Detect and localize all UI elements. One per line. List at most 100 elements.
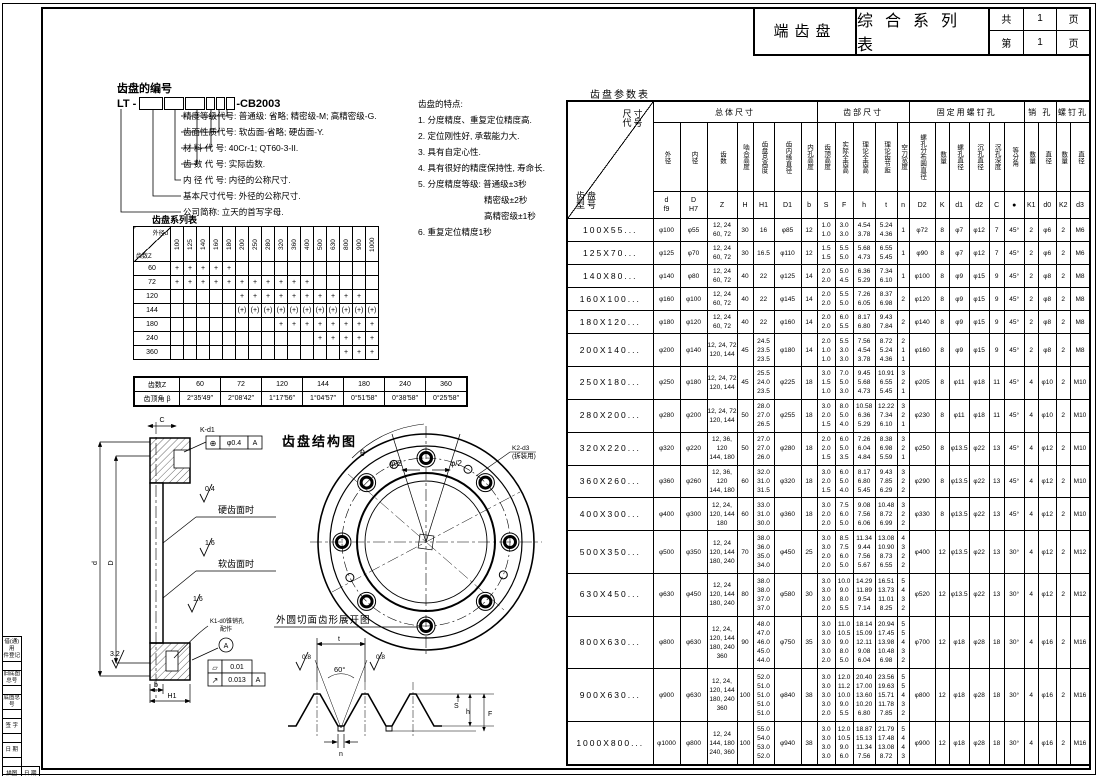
param-value-cell: φ840 bbox=[773, 668, 802, 723]
param-value-cell: 2 bbox=[1055, 573, 1071, 617]
param-value-cell: 2 1 1 bbox=[896, 333, 910, 367]
param-value-cell: φ360 bbox=[773, 497, 802, 532]
series-mark: (+) bbox=[248, 303, 262, 318]
counterbore-holes bbox=[332, 448, 520, 636]
param-value-cell: 8 bbox=[934, 464, 950, 499]
relief-dim bbox=[324, 734, 358, 748]
flatness-value: 0.01 bbox=[230, 664, 244, 671]
series-col-header: 200 bbox=[235, 226, 249, 262]
series-mark bbox=[248, 317, 262, 332]
param-value-cell: φ11 bbox=[948, 365, 970, 400]
param-value-cell: 6.55 5.45 bbox=[874, 241, 898, 266]
dim-label-S: S bbox=[454, 703, 459, 710]
param-value-cell: φ140 bbox=[652, 264, 681, 289]
param-value-cell: φ260 bbox=[679, 464, 708, 499]
param-value-cell: 14 bbox=[800, 333, 818, 367]
param-value-cell: 13 bbox=[988, 573, 1005, 617]
param-type-cell: 320X220... bbox=[566, 431, 654, 466]
param-type-cell: 280X200... bbox=[566, 398, 654, 433]
param-value-cell: 18 bbox=[988, 721, 1005, 766]
param-value-cell: 50 bbox=[736, 431, 754, 466]
numbering-item: 公司简称: 立天的首写字母. bbox=[183, 207, 284, 217]
pin-hole bbox=[463, 464, 473, 474]
series-mark: + bbox=[248, 289, 262, 304]
series-mark: + bbox=[209, 261, 223, 276]
param-col-symbol: d0 bbox=[1037, 191, 1057, 219]
param-value-cell: 48.0 47.0 46.0 45.0 44.0 bbox=[752, 615, 775, 670]
param-value-cell: 2 bbox=[1055, 668, 1071, 723]
param-value-cell: 7.26 6.05 bbox=[852, 287, 876, 312]
param-value-cell: 38.0 36.0 35.0 34.0 bbox=[752, 530, 775, 575]
param-col-name: 齿盘总高度 bbox=[752, 122, 775, 192]
param-value-cell: φ280 bbox=[773, 431, 802, 466]
param-value-cell: φ300 bbox=[679, 497, 708, 532]
param-value-cell: φ800 bbox=[652, 615, 681, 670]
param-value-cell: 13 bbox=[988, 464, 1005, 499]
param-col-name: 沉孔深度 bbox=[988, 122, 1005, 192]
param-value-cell: 60 bbox=[736, 497, 754, 532]
param-value-cell: φ125 bbox=[773, 264, 802, 289]
param-value-cell: φ7 bbox=[948, 241, 970, 266]
param-value-cell: φ125 bbox=[652, 241, 681, 266]
theta-label: θ bbox=[360, 448, 365, 458]
param-value-cell: φ320 bbox=[773, 464, 802, 499]
series-mark: + bbox=[339, 289, 353, 304]
param-value-cell: 40 bbox=[736, 287, 754, 312]
pages-unit: 页 bbox=[1068, 15, 1079, 26]
param-value-cell: φ70 bbox=[679, 241, 708, 266]
param-corner-bottom: 齿盘 型号 bbox=[576, 191, 599, 210]
param-value-cell: 11 bbox=[988, 398, 1005, 433]
param-value-cell: φ180 bbox=[652, 310, 681, 335]
param-value-cell: 12, 36, 120 144, 180 bbox=[706, 431, 738, 466]
dim-label-D: D bbox=[108, 560, 115, 565]
param-value-cell: φ12 bbox=[1037, 431, 1057, 466]
param-type-cell: 360X260... bbox=[566, 464, 654, 499]
half-angle-dims bbox=[391, 433, 461, 543]
datum-letter: A bbox=[224, 643, 229, 650]
param-value-cell: 2.0 2.0 1.5 bbox=[816, 431, 836, 466]
numbering-items: 精度等级代号: 普通级: 省略; 精密级-M; 高精密级-G. 齿面性质代号: 软… bbox=[183, 110, 377, 222]
series-col-header: 500 bbox=[313, 226, 327, 262]
series-mark bbox=[261, 317, 275, 332]
param-value-cell: 80 bbox=[736, 573, 754, 617]
series-mark: + bbox=[183, 261, 197, 276]
param-value-cell: φ22 bbox=[968, 464, 990, 499]
param-value-cell: φ8 bbox=[1037, 264, 1057, 289]
soft-face-note: 1.6 软齿面时 bbox=[162, 537, 276, 599]
series-mark bbox=[209, 331, 223, 346]
features-title: 齿盘的特点: bbox=[418, 99, 463, 109]
hard-face-note: 0.4 硬齿面时 bbox=[162, 483, 276, 544]
angle-row1-label: 齿数Z bbox=[133, 376, 180, 392]
height-dims bbox=[392, 693, 494, 732]
param-col-symbol: d1 bbox=[948, 191, 970, 219]
position-value: φ0.4 bbox=[227, 440, 241, 447]
param-value-cell: 12, 24 60, 72 bbox=[706, 241, 738, 266]
param-value-cell: 13 bbox=[988, 431, 1005, 466]
param-value-cell: φ1000 bbox=[652, 721, 681, 766]
param-value-cell: φ16 bbox=[1037, 615, 1057, 670]
numbering-item: 齿面性质代号: 软齿面-省略; 硬齿面-Y. bbox=[183, 127, 325, 137]
pin-label-2: 配作 bbox=[220, 625, 232, 633]
series-mark bbox=[287, 331, 301, 346]
param-value-cell: φ8 bbox=[1037, 333, 1057, 367]
param-value-cell: 2 bbox=[1055, 333, 1071, 367]
param-value-cell: φ28 bbox=[968, 721, 990, 766]
param-value-cell: φ12 bbox=[1037, 573, 1057, 617]
feature-item: 5. 分度精度等级: 普通级±3秒 bbox=[418, 179, 527, 189]
angle-col-z: 120 bbox=[261, 376, 303, 392]
margin-row-label: 旧底图总号 bbox=[2, 670, 22, 686]
param-value-cell: 3.0 2.0 1.5 bbox=[816, 398, 836, 433]
series-mark bbox=[222, 317, 236, 332]
tooth-profile-figure: 外圆切面齿形展开图 60° 0.8 0.8 bbox=[274, 614, 494, 758]
param-value-cell: 3 2 1 bbox=[896, 431, 910, 466]
series-mark bbox=[222, 289, 236, 304]
param-value-cell: 12, 24 60, 72 bbox=[706, 287, 738, 312]
param-value-cell: φ15 bbox=[968, 333, 990, 367]
series-mark bbox=[313, 261, 327, 276]
series-row-z: 72 bbox=[133, 275, 171, 290]
series-mark: + bbox=[339, 331, 353, 346]
series-mark: + bbox=[170, 261, 184, 276]
param-value-cell: 100 bbox=[736, 668, 754, 723]
series-mark: + bbox=[274, 317, 288, 332]
series-row-z: 240 bbox=[133, 331, 171, 346]
